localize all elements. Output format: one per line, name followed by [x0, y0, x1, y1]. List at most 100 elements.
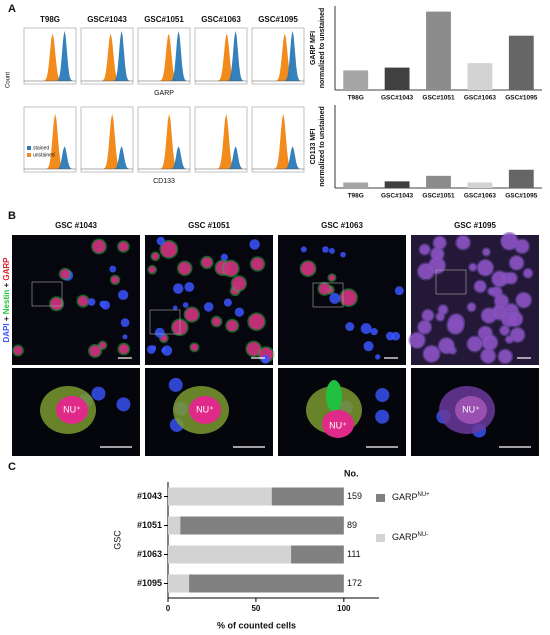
bar [384, 67, 410, 90]
bar [343, 182, 369, 188]
cell-nucleus [418, 263, 434, 280]
sample-title: GSC #1063 [321, 221, 363, 230]
bar-segment [168, 487, 272, 506]
sample-title: GSC #1095 [454, 221, 496, 230]
stain-name: DAPI [2, 323, 11, 342]
legend-swatch [27, 153, 31, 157]
cell-nucleus [469, 263, 477, 271]
x-tick-label: GSC#1043 [381, 193, 414, 200]
x-tick-label: GSC#1051 [422, 95, 455, 102]
cell-nucleus [318, 283, 330, 295]
y-tick-label: #1051 [137, 520, 162, 530]
cell-nucleus [498, 349, 512, 363]
cell-nucleus [328, 274, 335, 281]
bar [426, 11, 451, 91]
nucleus [234, 307, 245, 317]
cell-nucleus [248, 313, 265, 330]
cell-nucleus [481, 348, 496, 363]
cell-nucleus [185, 307, 199, 322]
cell-nucleus [201, 257, 213, 268]
cell-nucleus [160, 241, 177, 258]
cell-nucleus [506, 336, 513, 343]
stained-histogram [138, 146, 190, 169]
cell-nucleus [447, 318, 464, 334]
cell-nucleus [419, 244, 430, 255]
nucleus-label: NU⁺ [329, 420, 347, 430]
cell-nucleus [433, 236, 446, 249]
x-axis-label: % of counted cells [217, 620, 296, 630]
cell-nucleus [13, 346, 23, 355]
cell-nucleus [455, 396, 487, 424]
legend-swatch [376, 494, 385, 502]
stained-histogram [24, 146, 76, 169]
nucleus [340, 251, 346, 258]
nucleus [394, 286, 404, 296]
x-axis-label: GARP [154, 90, 174, 97]
stained-histogram [81, 30, 133, 81]
cell-nucleus [118, 344, 129, 354]
cell-nucleus [178, 261, 192, 275]
inset-box [149, 309, 181, 335]
nucleus [329, 248, 335, 254]
stained-histogram [195, 146, 247, 169]
micrograph [12, 235, 140, 365]
stained-histogram [195, 30, 247, 81]
nucleus [363, 341, 374, 352]
cell-nucleus [506, 272, 517, 284]
y-axis-label: normalized to unstained [319, 8, 326, 89]
y-axis-label: GARP MFI [310, 31, 317, 65]
nucleus [329, 292, 341, 304]
legend-superscript: NU- [418, 532, 429, 538]
panel-letter: A [8, 3, 16, 15]
nucleus [156, 236, 166, 246]
y-axis-label: normalized to unstained [319, 106, 326, 187]
nucleus [322, 246, 329, 253]
x-tick-label: T98G [348, 193, 364, 200]
cell-nucleus [483, 248, 490, 256]
nucleus [173, 283, 184, 294]
total-label: 159 [347, 491, 362, 501]
cell-nucleus [439, 338, 454, 354]
inset-box [312, 282, 344, 308]
cell-nucleus [77, 295, 89, 307]
cell-nucleus [212, 317, 221, 326]
cell-nucleus [477, 260, 493, 276]
unstained-histogram [24, 33, 76, 81]
x-tick-label: 100 [337, 604, 351, 613]
bar [426, 175, 451, 188]
nucleus [122, 334, 128, 340]
nucleus [375, 354, 381, 360]
cell-nucleus [56, 396, 88, 424]
stain-name: Nestin [2, 290, 11, 315]
nucleus [300, 246, 307, 253]
nucleus [203, 302, 214, 312]
cell-nucleus [423, 346, 440, 362]
nucleus [385, 331, 395, 341]
nucleus-label: NU⁺ [196, 404, 214, 414]
stained-histogram [252, 30, 304, 81]
x-axis-label: CD133 [153, 178, 175, 185]
x-tick-label: 50 [251, 604, 260, 613]
total-label: 111 [347, 549, 361, 559]
inset-box [435, 269, 467, 295]
cell-nucleus [409, 332, 425, 348]
cell-nucleus [151, 252, 159, 260]
bar-segment [291, 545, 344, 564]
cell-nucleus [515, 239, 529, 253]
bar-segment [168, 516, 181, 535]
panel-letter: B [8, 210, 16, 222]
nucleus [154, 327, 165, 338]
cell-nucleus [246, 342, 261, 356]
stain-name: GARP [2, 257, 11, 281]
cell-nucleus [111, 276, 119, 284]
cell-nucleus [467, 336, 482, 352]
bar-segment [180, 516, 344, 535]
sample-title: GSC #1051 [188, 221, 230, 230]
cell-nucleus [488, 288, 495, 295]
nucleus [172, 305, 178, 311]
cell-nucleus [523, 269, 532, 278]
x-tick-label: GSC#1095 [505, 193, 538, 200]
stain-label: DAPI + Nestin + GARP [2, 257, 11, 343]
y-axis-label: CD133 MFI [310, 129, 317, 165]
x-tick-label: GSC#1051 [422, 193, 455, 200]
